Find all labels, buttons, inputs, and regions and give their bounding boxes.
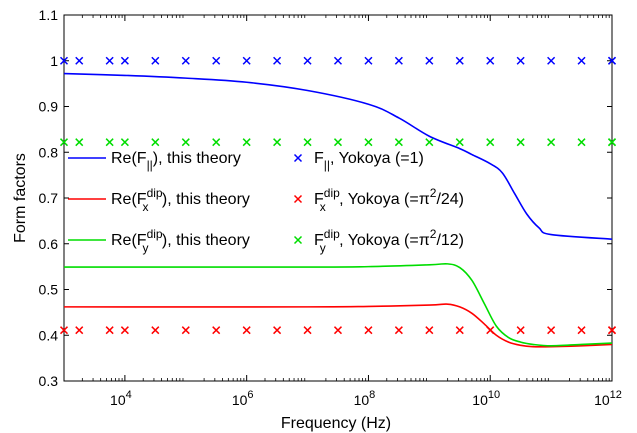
series-marker-5 <box>577 138 586 147</box>
x-tick-label: 104 <box>110 389 132 408</box>
series-marker-3 <box>394 56 403 65</box>
series-marker-3 <box>59 56 69 65</box>
series-marker-3 <box>273 56 282 65</box>
series-marker-5 <box>151 138 160 147</box>
legend-label: Fdip y, Yokoya (=π2/12) <box>314 227 464 255</box>
series-marker-4 <box>303 326 312 335</box>
series-marker-4 <box>242 326 251 335</box>
series-marker-4 <box>425 326 434 335</box>
series-marker-5 <box>303 138 312 147</box>
series-marker-3 <box>486 56 495 65</box>
series-marker-5 <box>59 138 69 147</box>
x-tick-label: 1012 <box>594 389 622 408</box>
legend-label: Re(Fdip x), this theory <box>111 186 250 214</box>
series-marker-5 <box>425 138 434 147</box>
legend-swatch-marker <box>293 235 303 245</box>
series-marker-5 <box>273 138 282 147</box>
y-tick-label: 1 <box>50 53 58 69</box>
series-marker-5 <box>455 138 464 147</box>
series-marker-3 <box>547 56 556 65</box>
series-marker-3 <box>516 56 525 65</box>
series-marker-3 <box>425 56 434 65</box>
series-marker-5 <box>486 138 495 147</box>
series-marker-4 <box>212 326 221 335</box>
series-marker-3 <box>105 56 114 65</box>
series-marker-5 <box>181 138 190 147</box>
x-tick-label: 1010 <box>472 389 500 408</box>
series-marker-4 <box>607 326 617 335</box>
y-axis-label: Form factors <box>12 153 29 243</box>
series-marker-4 <box>105 326 114 335</box>
series-marker-3 <box>303 56 312 65</box>
y-tick-label: 0.9 <box>39 99 59 115</box>
y-tick-label: 0.8 <box>39 144 59 160</box>
series-line-0 <box>63 72 613 240</box>
series-marker-3 <box>242 56 251 65</box>
series-marker-3 <box>577 56 586 65</box>
series-marker-5 <box>120 138 129 147</box>
x-tick-label: 106 <box>232 389 254 408</box>
y-tick-label: 0.5 <box>39 282 59 298</box>
series-marker-4 <box>120 326 129 335</box>
series-line-1 <box>63 303 613 348</box>
legend-swatch-marker <box>293 194 303 204</box>
x-axis-ticks: 104 106 108 1010 1012 <box>81 15 622 408</box>
series-marker-3 <box>151 56 160 65</box>
series-marker-5 <box>105 138 114 147</box>
series-marker-5 <box>75 138 84 147</box>
series-marker-5 <box>394 138 403 147</box>
series-marker-4 <box>364 326 373 335</box>
series-marker-3 <box>364 56 373 65</box>
series-marker-3 <box>333 56 343 65</box>
series-marker-3 <box>455 56 464 65</box>
series-marker-4 <box>516 326 525 335</box>
series-marker-5 <box>364 138 373 147</box>
series-marker-4 <box>75 326 84 335</box>
legend-label: F||, Yokoya (=1) <box>314 150 424 172</box>
series-marker-4 <box>455 326 464 335</box>
series-marker-4 <box>486 326 495 335</box>
y-tick-label: 1.1 <box>39 7 59 23</box>
series-marker-3 <box>181 56 190 65</box>
y-tick-label: 0.4 <box>39 327 59 343</box>
series-marker-5 <box>212 138 221 147</box>
series-marker-3 <box>607 56 617 65</box>
series-marker-4 <box>181 326 190 335</box>
series-marker-5 <box>607 138 617 147</box>
series-marker-3 <box>120 56 129 65</box>
series-marker-4 <box>547 326 556 335</box>
series-marker-4 <box>273 326 282 335</box>
x-tick-label: 108 <box>354 389 376 408</box>
series-marker-5 <box>333 138 343 147</box>
series-marker-3 <box>75 56 84 65</box>
legend-label: Re(Fdip y), this theory <box>111 227 250 255</box>
legend-label: Re(F||), this theory <box>111 150 241 172</box>
x-axis-label: Frequency (Hz) <box>281 415 391 432</box>
series-marker-4 <box>394 326 403 335</box>
series-marker-5 <box>516 138 525 147</box>
series-marker-3 <box>212 56 221 65</box>
series-marker-5 <box>547 138 556 147</box>
y-tick-label: 0.3 <box>39 373 59 389</box>
legend-label: Fdip x, Yokoya (=π2/24) <box>314 186 464 214</box>
y-tick-label: 0.7 <box>39 190 59 206</box>
series-marker-4 <box>577 326 586 335</box>
series-marker-4 <box>333 326 343 335</box>
series-marker-4 <box>151 326 160 335</box>
legend: Re(F||), this theory Re(Fdip x), this theo… <box>68 150 464 255</box>
series-marker-5 <box>242 138 251 147</box>
legend-swatch-marker <box>293 153 303 163</box>
y-tick-label: 0.6 <box>39 236 59 252</box>
series-group <box>59 56 617 348</box>
y-axis-ticks: 0.3 0.4 0.5 0.6 0.7 0.8 0.9 1 1.1 <box>39 7 612 389</box>
series-line-2 <box>63 262 613 347</box>
series-marker-4 <box>59 326 69 335</box>
